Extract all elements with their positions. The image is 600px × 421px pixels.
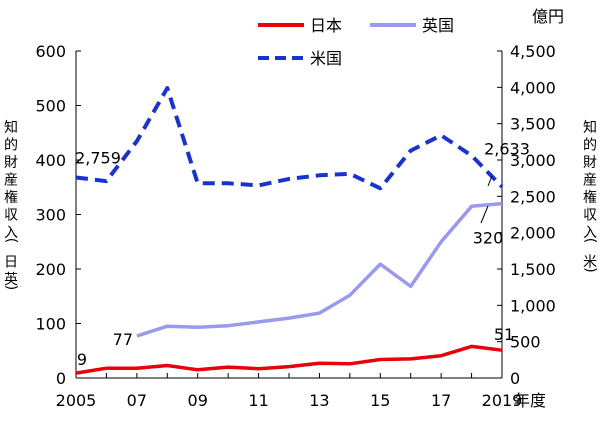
data-label: 320 [473,229,504,248]
x-tick-label: 13 [309,391,329,410]
data-label: 2,759 [75,149,121,168]
axis-title-char: 産 [4,173,18,189]
right-tick-label: 2,500 [510,187,556,206]
data-label: 51 [494,325,514,344]
axis-title-char: ) [582,267,598,272]
right-tick-label: 500 [510,333,541,352]
tick-labels: 0 100 200 300 400 500 600 0 500 1,000 1,500 2,000 2,… [35,42,555,410]
left-tick-label: 600 [35,42,66,61]
right-tick-label: 1,000 [510,296,556,315]
axis-title-char: 収 [583,208,597,224]
axis-title-char: 財 [4,155,18,171]
x-axis-title: 年度 [514,391,546,410]
data-labels: 9 51 77 320 2,759 2,633 [75,140,530,369]
axis-title-char: ( [3,238,19,243]
left-tick-label: 100 [35,315,66,334]
axis-title-char: 的 [4,138,18,154]
right-tick-label: 4,000 [510,78,556,97]
right-tick-label: 3,500 [510,115,556,134]
x-tick-label: 2005 [56,391,97,410]
right-tick-label: 2,000 [510,224,556,243]
x-tick-label: 2019 [482,391,523,410]
axis-title-char: 財 [583,155,597,171]
axis-title-char: 米 [583,255,597,271]
data-label: 2,633 [484,140,530,159]
data-label: 9 [77,350,87,369]
axes [75,50,503,379]
right-axis-unit: 億円 [532,7,564,26]
axis-title-char: 入 [4,225,18,241]
series-line-日本 [75,344,503,375]
leader-line [480,205,489,224]
axis-title-char: 知 [4,119,18,136]
left-tick-label: 400 [35,151,66,170]
axis-title-char: 収 [4,208,18,224]
legend-label-日本: 日本 [310,16,342,35]
right-tick-label: 1,500 [510,260,556,279]
left-tick-label: 0 [56,369,66,388]
data-label: 77 [113,330,133,349]
series-lines [75,86,504,375]
left-tick-label: 200 [35,260,66,279]
right-tick-label: 4,500 [510,42,556,61]
right-tick-label: 0 [510,369,520,388]
axis-title-char: 産 [583,173,597,189]
left-tick-label: 300 [35,206,66,225]
axis-title-char: 英 [4,271,18,288]
series-line-英国 [136,201,503,338]
axis-title-char: 日 [4,255,18,271]
x-tick-label: 07 [127,391,147,410]
axis-title-char: 知 [583,119,597,136]
axis-title-char: 的 [583,138,597,154]
legend-label-米国: 米国 [310,49,342,68]
axis-title-char: 権 [4,189,18,206]
legend-label-英国: 英国 [422,16,454,35]
axis-title-char: 権 [583,189,597,206]
right-tick-label: 3,000 [510,151,556,170]
x-tick-label: 09 [188,391,208,410]
axis-title-char: ) [3,285,19,290]
left-tick-label: 500 [35,97,66,116]
x-tick-label: 17 [431,391,451,410]
axis-title-char: ( [582,238,598,243]
series-line-米国 [75,86,504,191]
leader-line [487,175,493,187]
x-tick-label: 15 [370,391,390,410]
x-tick-label: 11 [248,391,268,410]
axis-title-char: 入 [583,225,597,241]
